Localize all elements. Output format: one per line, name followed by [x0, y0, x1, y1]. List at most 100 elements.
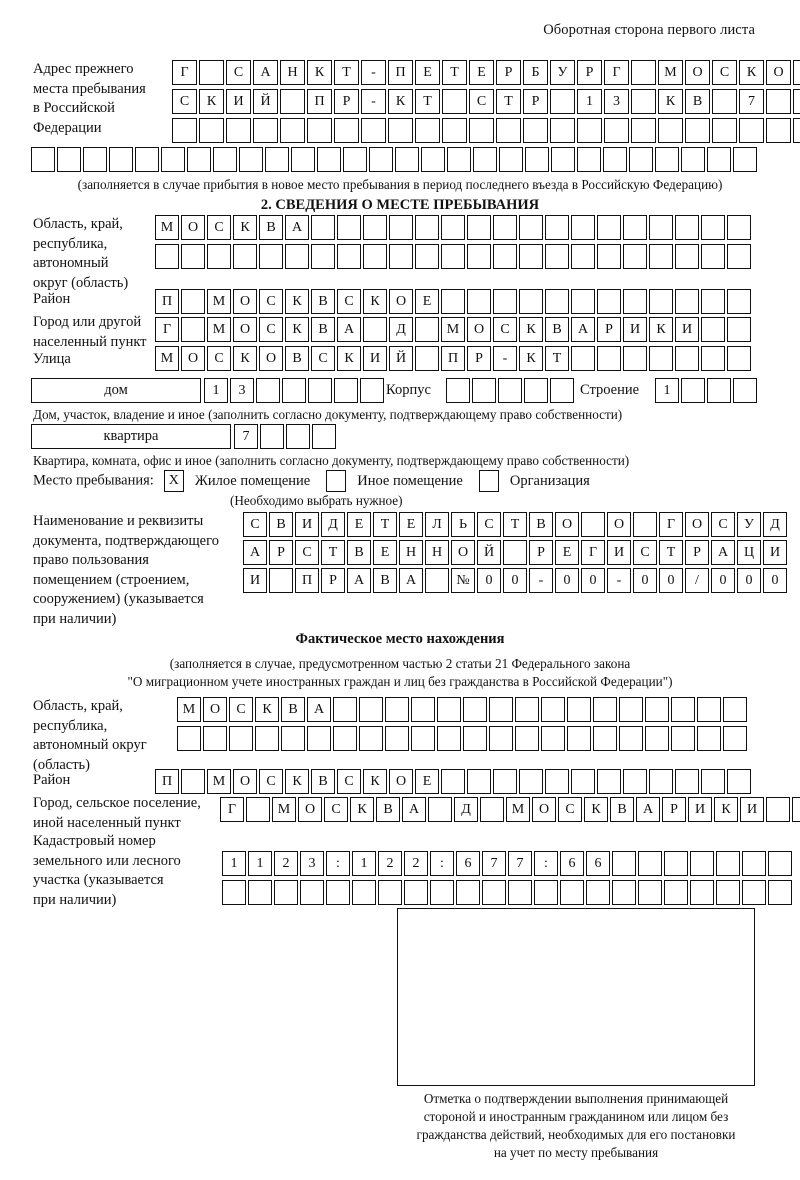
char-cell[interactable]: Д: [454, 797, 478, 822]
char-cell[interactable]: [545, 244, 569, 269]
char-cell[interactable]: [619, 726, 643, 751]
char-cell[interactable]: [463, 726, 487, 751]
char-cell[interactable]: [213, 147, 237, 172]
char-cell[interactable]: [593, 726, 617, 751]
char-cell[interactable]: [560, 880, 584, 905]
char-cell[interactable]: [629, 147, 653, 172]
char-cell[interactable]: [57, 147, 81, 172]
char-cell[interactable]: М: [506, 797, 530, 822]
char-cell[interactable]: О: [389, 769, 413, 794]
char-cell[interactable]: [172, 118, 197, 143]
char-cell[interactable]: Р: [577, 60, 602, 85]
char-cell[interactable]: Ь: [451, 512, 475, 537]
char-cell[interactable]: [675, 346, 699, 371]
char-cell[interactable]: [623, 215, 647, 240]
char-cell[interactable]: [499, 147, 523, 172]
char-cell[interactable]: А: [402, 797, 426, 822]
char-cell[interactable]: [567, 726, 591, 751]
char-cell[interactable]: [334, 378, 358, 403]
char-cell[interactable]: [388, 118, 413, 143]
char-cell[interactable]: [545, 289, 569, 314]
char-cell[interactable]: [430, 880, 454, 905]
char-cell[interactable]: [701, 244, 725, 269]
char-cell[interactable]: [446, 378, 470, 403]
char-cell[interactable]: [260, 424, 284, 449]
char-cell[interactable]: [181, 244, 205, 269]
char-cell[interactable]: С: [712, 60, 737, 85]
char-cell[interactable]: П: [307, 89, 332, 114]
char-cell[interactable]: [671, 697, 695, 722]
char-cell[interactable]: С: [295, 540, 319, 565]
char-cell[interactable]: [716, 880, 740, 905]
char-cell[interactable]: [181, 769, 205, 794]
char-cell[interactable]: [597, 769, 621, 794]
char-cell[interactable]: [442, 89, 467, 114]
char-cell[interactable]: [489, 726, 513, 751]
char-cell[interactable]: В: [529, 512, 553, 537]
char-cell[interactable]: Г: [659, 512, 683, 537]
char-cell[interactable]: [701, 215, 725, 240]
char-cell[interactable]: Н: [399, 540, 423, 565]
char-cell[interactable]: С: [711, 512, 735, 537]
char-cell[interactable]: 1: [204, 378, 228, 403]
char-cell[interactable]: [181, 317, 205, 342]
char-cell[interactable]: [482, 880, 506, 905]
char-cell[interactable]: О: [298, 797, 322, 822]
char-cell[interactable]: [593, 697, 617, 722]
char-cell[interactable]: И: [607, 540, 631, 565]
char-cell[interactable]: Е: [399, 512, 423, 537]
char-cell[interactable]: [493, 215, 517, 240]
char-cell[interactable]: [493, 244, 517, 269]
char-cell[interactable]: :: [326, 851, 350, 876]
char-cell[interactable]: [571, 244, 595, 269]
char-cell[interactable]: В: [311, 769, 335, 794]
char-cell[interactable]: [664, 880, 688, 905]
char-cell[interactable]: [701, 346, 725, 371]
char-cell[interactable]: [428, 797, 452, 822]
char-cell[interactable]: А: [337, 317, 361, 342]
char-cell[interactable]: [467, 769, 491, 794]
char-cell[interactable]: [207, 244, 231, 269]
char-cell[interactable]: М: [155, 346, 179, 371]
char-cell[interactable]: В: [281, 697, 305, 722]
char-cell[interactable]: [265, 147, 289, 172]
char-cell[interactable]: [577, 147, 601, 172]
char-cell[interactable]: М: [272, 797, 296, 822]
char-cell[interactable]: [519, 215, 543, 240]
char-cell[interactable]: [503, 540, 527, 565]
char-cell[interactable]: И: [295, 512, 319, 537]
char-cell[interactable]: [571, 289, 595, 314]
char-cell[interactable]: А: [636, 797, 660, 822]
char-cell[interactable]: [467, 215, 491, 240]
char-cell[interactable]: [229, 726, 253, 751]
char-cell[interactable]: О: [233, 317, 257, 342]
char-cell[interactable]: [135, 147, 159, 172]
char-cell[interactable]: Т: [334, 60, 359, 85]
char-cell[interactable]: П: [388, 60, 413, 85]
char-cell[interactable]: [437, 726, 461, 751]
char-cell[interactable]: Н: [280, 60, 305, 85]
char-cell[interactable]: 6: [456, 851, 480, 876]
char-cell[interactable]: Д: [321, 512, 345, 537]
char-cell[interactable]: 7: [508, 851, 532, 876]
char-cell[interactable]: Г: [172, 60, 197, 85]
char-cell[interactable]: И: [675, 317, 699, 342]
char-cell[interactable]: [727, 244, 751, 269]
char-cell[interactable]: [550, 378, 574, 403]
char-cell[interactable]: А: [253, 60, 278, 85]
char-cell[interactable]: Р: [496, 60, 521, 85]
char-cell[interactable]: 3: [230, 378, 254, 403]
char-cell[interactable]: [493, 289, 517, 314]
char-cell[interactable]: [712, 118, 737, 143]
char-cell[interactable]: 0: [659, 568, 683, 593]
char-cell[interactable]: Е: [415, 60, 440, 85]
char-cell[interactable]: [733, 147, 757, 172]
char-cell[interactable]: [586, 880, 610, 905]
char-cell[interactable]: С: [558, 797, 582, 822]
char-cell[interactable]: [199, 60, 224, 85]
char-cell[interactable]: [281, 726, 305, 751]
char-cell[interactable]: [723, 697, 747, 722]
